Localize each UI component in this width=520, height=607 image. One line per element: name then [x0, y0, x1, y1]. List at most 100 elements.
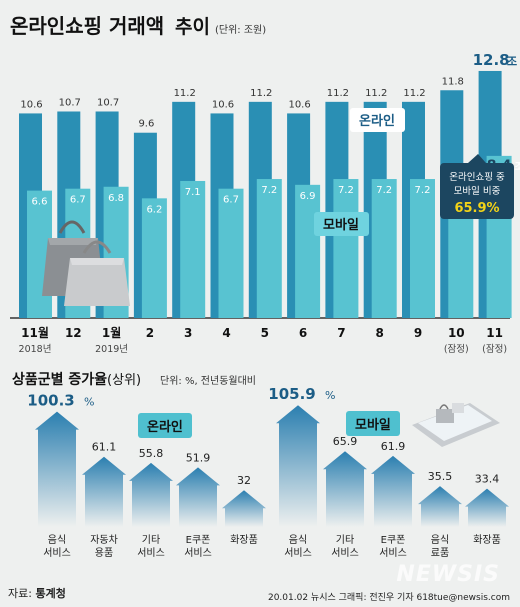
mobile-badge [314, 212, 369, 236]
category-label: 서비스 [43, 547, 71, 559]
growth-arrow [371, 455, 415, 527]
online-value-label: 11.8 [442, 76, 464, 87]
mobile-bar [410, 179, 435, 318]
category-label: 료품 [431, 547, 449, 559]
growth-value-unit: % [325, 389, 335, 402]
online-group-badge: 온라인 [138, 413, 192, 438]
online-value-label: 11.2 [365, 88, 387, 99]
mobile-value-label: 7.2 [338, 185, 354, 196]
newsis-logo: NEWSIS [396, 562, 500, 587]
mobile-value-unit: 조 [514, 161, 520, 173]
online-value-unit: 조 [507, 55, 517, 68]
growth-arrow [176, 467, 220, 527]
x-tick-label: 6 [299, 326, 307, 340]
online-value-label: 10.7 [59, 97, 81, 108]
chart-title-suffix: 추이 [175, 16, 210, 38]
growth-value-label: 105.9 [268, 385, 315, 403]
category-label: 화장품 [473, 534, 501, 546]
callout-line-2: 모바일 비중 [454, 186, 501, 197]
mobile-badge-label: 모바일 [323, 217, 359, 233]
category-label: E쿠폰 [186, 534, 211, 546]
shopping-bags-illustration [42, 220, 130, 306]
mobile-value-label: 7.2 [376, 185, 392, 196]
mobile-bar [218, 188, 244, 318]
x-tick-label: 9 [414, 326, 422, 340]
growth-value-label: 100.3 [27, 392, 74, 410]
category-label: 서비스 [379, 547, 407, 559]
mobile-value-label: 6.6 [32, 197, 48, 208]
chart-title: 온라인쇼핑 거래액 [10, 14, 164, 38]
mobile-share-callout [440, 163, 514, 219]
growth-arrow [222, 490, 266, 527]
category-label: 서비스 [331, 547, 359, 559]
mobile-bar [371, 179, 397, 318]
section-unit: 단위: %, 전년동월대비 [160, 376, 257, 387]
online-badge [350, 108, 405, 132]
x-tick-note: 2019년 [95, 344, 128, 355]
growth-value-label: 33.4 [475, 473, 500, 486]
x-tick-note: (잠정) [482, 344, 507, 355]
x-tick-label: 2 [146, 326, 154, 340]
growth-arrow [129, 462, 173, 527]
growth-arrow [276, 405, 320, 527]
online-value-label: 12.8 [473, 51, 510, 69]
section-title: 상품군별 증가율(상위) [12, 372, 142, 388]
x-tick-label: 4 [222, 326, 230, 340]
callout-line-1: 온라인쇼핑 중 [449, 172, 505, 183]
monthly-transaction-chart: 온라인쇼핑 거래액 추이 (단위: 조원) 10.6 6.6 11월 2018년 10.… [10, 14, 520, 355]
x-tick-label: 8 [376, 326, 384, 340]
growth-arrow [323, 451, 367, 527]
online-value-label: 11.2 [327, 88, 349, 99]
growth-arrow [35, 411, 79, 527]
x-tick-label: 11 [486, 326, 503, 340]
growth-value-label: 51.9 [186, 451, 211, 464]
mobile-value-label: 7.1 [185, 187, 201, 198]
online-value-label: 10.6 [20, 99, 42, 110]
mobile-bar [333, 179, 359, 318]
callout-pointer [468, 154, 486, 163]
category-label: 기타 [142, 534, 160, 546]
growth-arrow [82, 456, 126, 527]
source-note: 자료: 통계청 [8, 587, 66, 600]
x-tick-label: 5 [261, 326, 269, 340]
online-value-label: 9.6 [138, 119, 154, 130]
x-tick-label: 7 [337, 326, 345, 340]
growth-value-label: 61.1 [92, 441, 117, 454]
mobile-bar [141, 198, 167, 318]
category-label: 서비스 [184, 547, 212, 559]
credit-line: 20.01.02 뉴시스 그래픽: 전진우 기자 618tue@newsis.c… [267, 593, 510, 603]
mobile-value-label: 6.8 [108, 193, 124, 204]
category-label: 자동차 [90, 534, 118, 546]
mobile-value-label: 6.2 [146, 204, 162, 215]
x-tick-label: 1월 [102, 325, 121, 340]
mobile-value-label: 7.2 [261, 185, 277, 196]
online-value-label: 11.2 [250, 88, 272, 99]
category-growth-section: 100.3% 음식 서비스 61.1 자동차 용품 55.8 기타 서비스 51.9 E쿠폰 서비스 3… [0, 365, 520, 607]
mobile-value-label: 6.9 [300, 191, 316, 202]
mobile-bar [295, 184, 321, 318]
growth-value-label: 32 [237, 474, 251, 487]
online-value-label: 11.2 [174, 88, 196, 99]
growth-arrow [465, 488, 509, 527]
growth-value-label: 65.9 [333, 435, 358, 448]
growth-value-label: 55.8 [139, 447, 164, 460]
category-label: 서비스 [284, 547, 312, 559]
smartphone-illustration [412, 403, 500, 447]
mobile-value-label: 7.2 [415, 185, 431, 196]
callout-value: 65.9% [454, 201, 499, 216]
category-label: 음식 [289, 534, 307, 546]
online-value-label: 11.2 [403, 88, 425, 99]
mobile-value-label: 6.7 [223, 195, 239, 206]
online-value-label: 10.6 [288, 99, 310, 110]
x-tick-note: (잠정) [444, 344, 469, 355]
mobile-value-label: 6.7 [70, 195, 86, 206]
growth-value-label: 61.9 [381, 440, 406, 453]
x-tick-label: 10 [448, 326, 465, 340]
growth-value-unit: % [84, 396, 94, 409]
category-label: 서비스 [137, 547, 165, 559]
mobile-bar [180, 180, 206, 318]
category-label: 음식 [48, 534, 66, 546]
category-label: 화장품 [230, 534, 258, 546]
growth-arrow [418, 486, 462, 527]
